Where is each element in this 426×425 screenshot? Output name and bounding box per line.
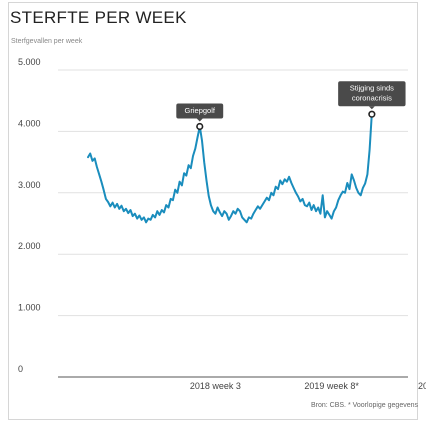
- y-tick-label: 0: [18, 364, 23, 374]
- series-layer: [87, 113, 373, 224]
- callout-label: coronacrisis: [352, 94, 392, 103]
- callout-label: Griepgolf: [185, 106, 216, 115]
- annotation-marker: [368, 110, 376, 118]
- x-tick-label: 2020 week 13*: [418, 381, 426, 391]
- callout-pointer: [368, 106, 375, 110]
- y-tick-label: 3.000: [18, 180, 41, 190]
- y-tick-label: 1.000: [18, 303, 41, 313]
- x-tick-label: 2018 week 3: [190, 381, 241, 391]
- callout-box: [338, 81, 406, 107]
- x-tick-label: 2019 week 8*: [304, 381, 359, 391]
- annotation-marker: [196, 122, 204, 131]
- callout-label: Stijging sinds: [350, 84, 394, 93]
- y-tick-label: 5.000: [18, 57, 41, 67]
- mortality-series-line: [87, 113, 373, 224]
- chart-title: STERFTE PER WEEK: [10, 8, 187, 27]
- chart-source: Bron: CBS. * Voorlopige gegevens: [310, 402, 418, 409]
- callout-box: [176, 103, 224, 119]
- grid: [58, 69, 408, 317]
- chart-subtitle: Sterfgevallen per week: [11, 38, 83, 45]
- axes: 0 1.000 2.000 3.000 4.000 5.000 2018 week 3 201…: [18, 57, 426, 391]
- y-tick-label: 2.000: [18, 241, 41, 251]
- callout-pointer: [196, 118, 203, 122]
- y-tick-label: 4.000: [18, 118, 41, 128]
